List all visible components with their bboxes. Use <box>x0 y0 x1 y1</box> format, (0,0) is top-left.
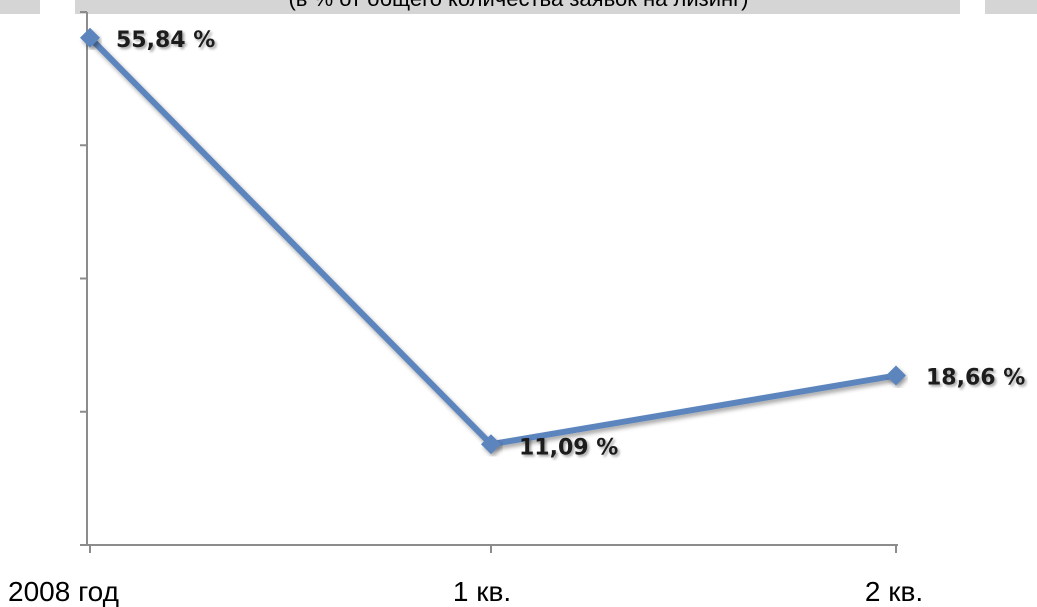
data-point-marker <box>886 365 906 386</box>
data-label: 55,84 % <box>116 28 215 53</box>
header-band-right <box>985 0 1037 14</box>
data-label: 11,09 % <box>519 435 618 460</box>
data-label: 18,66 % <box>926 366 1025 391</box>
series-line <box>87 34 899 448</box>
x-tick-label: 1 кв. <box>453 576 511 607</box>
x-tick-label: 2 кв. <box>865 576 923 607</box>
data-point-marker <box>481 434 501 455</box>
header-band-center <box>75 0 960 14</box>
data-point-marker <box>80 27 100 48</box>
x-tick-label: 2008 год <box>8 576 119 607</box>
header-band-left <box>0 0 40 14</box>
chart-subtitle: (в % от общего количества заявок на лизи… <box>0 0 1037 12</box>
